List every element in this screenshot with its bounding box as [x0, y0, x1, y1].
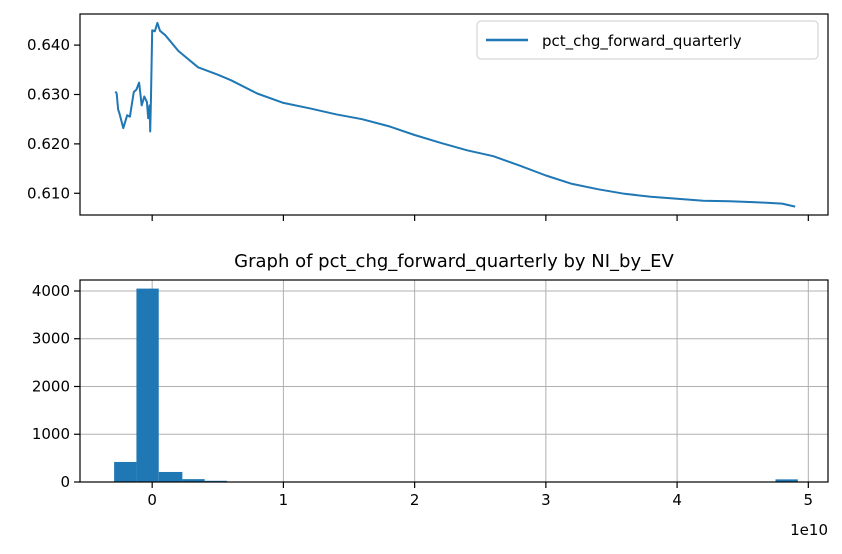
histogram-y-ticks: 0 1000 2000 3000 4000	[32, 282, 80, 491]
y-tick-label: 1000	[32, 425, 70, 443]
x-tick-label: 1	[279, 491, 289, 509]
histogram-bars	[114, 288, 798, 482]
histogram-bar	[775, 479, 798, 482]
y-tick-label: 0.630	[27, 85, 70, 103]
histogram-chart: Graph of pct_chg_forward_quarterly by NI…	[32, 251, 829, 539]
histogram-bar	[182, 479, 205, 482]
legend-box	[476, 20, 819, 60]
legend-label: pct_chg_forward_quarterly	[542, 32, 742, 51]
x-tick-label: 2	[410, 491, 420, 509]
histogram-bar	[158, 471, 183, 482]
legend: pct_chg_forward_quarterly	[476, 20, 819, 60]
x-tick-label: 3	[541, 491, 551, 509]
histogram-bar	[114, 461, 137, 482]
y-tick-label: 0	[60, 473, 70, 491]
line-chart-y-ticks: 0.610 0.620 0.630 0.640	[27, 36, 80, 202]
chart-title: Graph of pct_chg_forward_quarterly by NI…	[234, 251, 674, 272]
x-tick-label: 5	[804, 491, 814, 509]
histogram-bar	[136, 288, 159, 482]
y-tick-label: 0.640	[27, 36, 70, 54]
y-tick-label: 0.620	[27, 135, 70, 153]
line-chart-x-ticks	[151, 215, 809, 221]
histogram-frame	[79, 279, 829, 483]
x-tick-label: 4	[672, 491, 682, 509]
x-tick-label: 0	[147, 491, 157, 509]
line-chart-frame	[79, 13, 829, 216]
histogram-grid	[80, 280, 828, 483]
y-tick-label: 3000	[32, 330, 70, 348]
y-tick-label: 2000	[32, 377, 70, 395]
histogram-x-ticks: 0 1 2 3 4 5	[147, 482, 813, 509]
y-tick-label: 0.610	[27, 184, 70, 202]
y-tick-label: 4000	[32, 282, 70, 300]
line-chart: 0.610 0.620 0.630 0.640 pct_chg_forward_qua…	[27, 13, 829, 221]
x-axis-offset-label: 1e10	[790, 521, 828, 539]
series-line-pct-chg-forward-quarterly	[114, 21, 796, 208]
